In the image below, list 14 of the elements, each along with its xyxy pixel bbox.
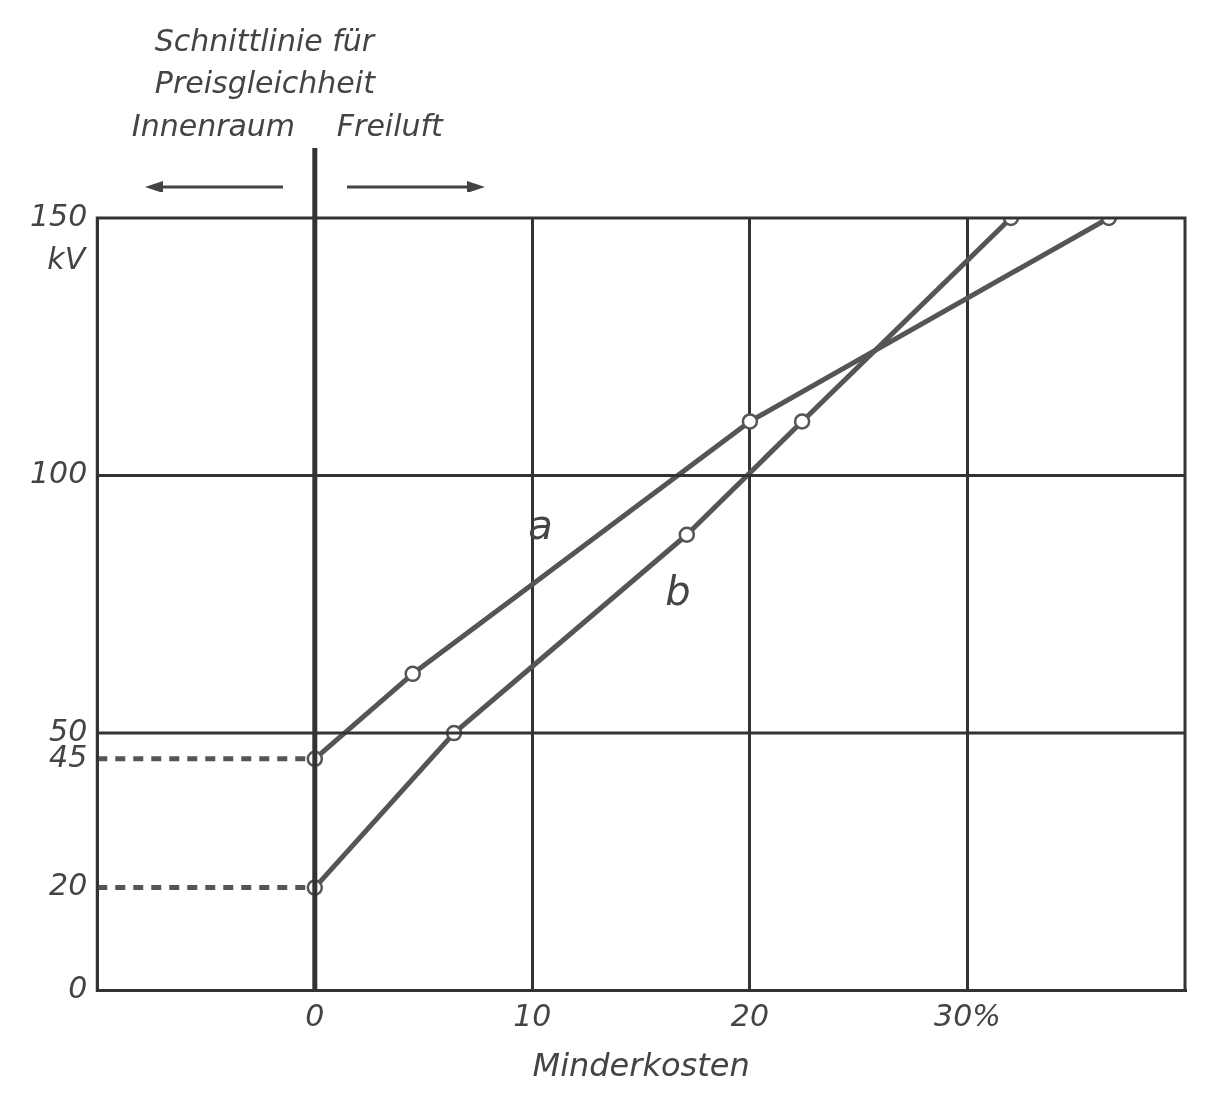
y-tick-label: 100	[30, 455, 88, 491]
x-tick-label: 10	[513, 998, 552, 1034]
y-tick-label: 0	[68, 970, 88, 1006]
x-tick-label: 0	[305, 998, 325, 1034]
x-axis-title: Minderkosten	[532, 1046, 750, 1085]
y-tick-label: 150	[30, 197, 88, 233]
text: Freiluft	[336, 108, 443, 143]
text: Innenraum	[131, 108, 296, 143]
series-label: b	[665, 568, 691, 615]
ref-line-label: Schnittlinie für Preisgleichheit	[154, 22, 377, 102]
x-tick-label: 30%	[934, 998, 1001, 1034]
y-axis-title: kV	[47, 240, 88, 276]
y-tick-label: 20	[49, 867, 88, 903]
x-tick-label: 20	[730, 998, 769, 1034]
